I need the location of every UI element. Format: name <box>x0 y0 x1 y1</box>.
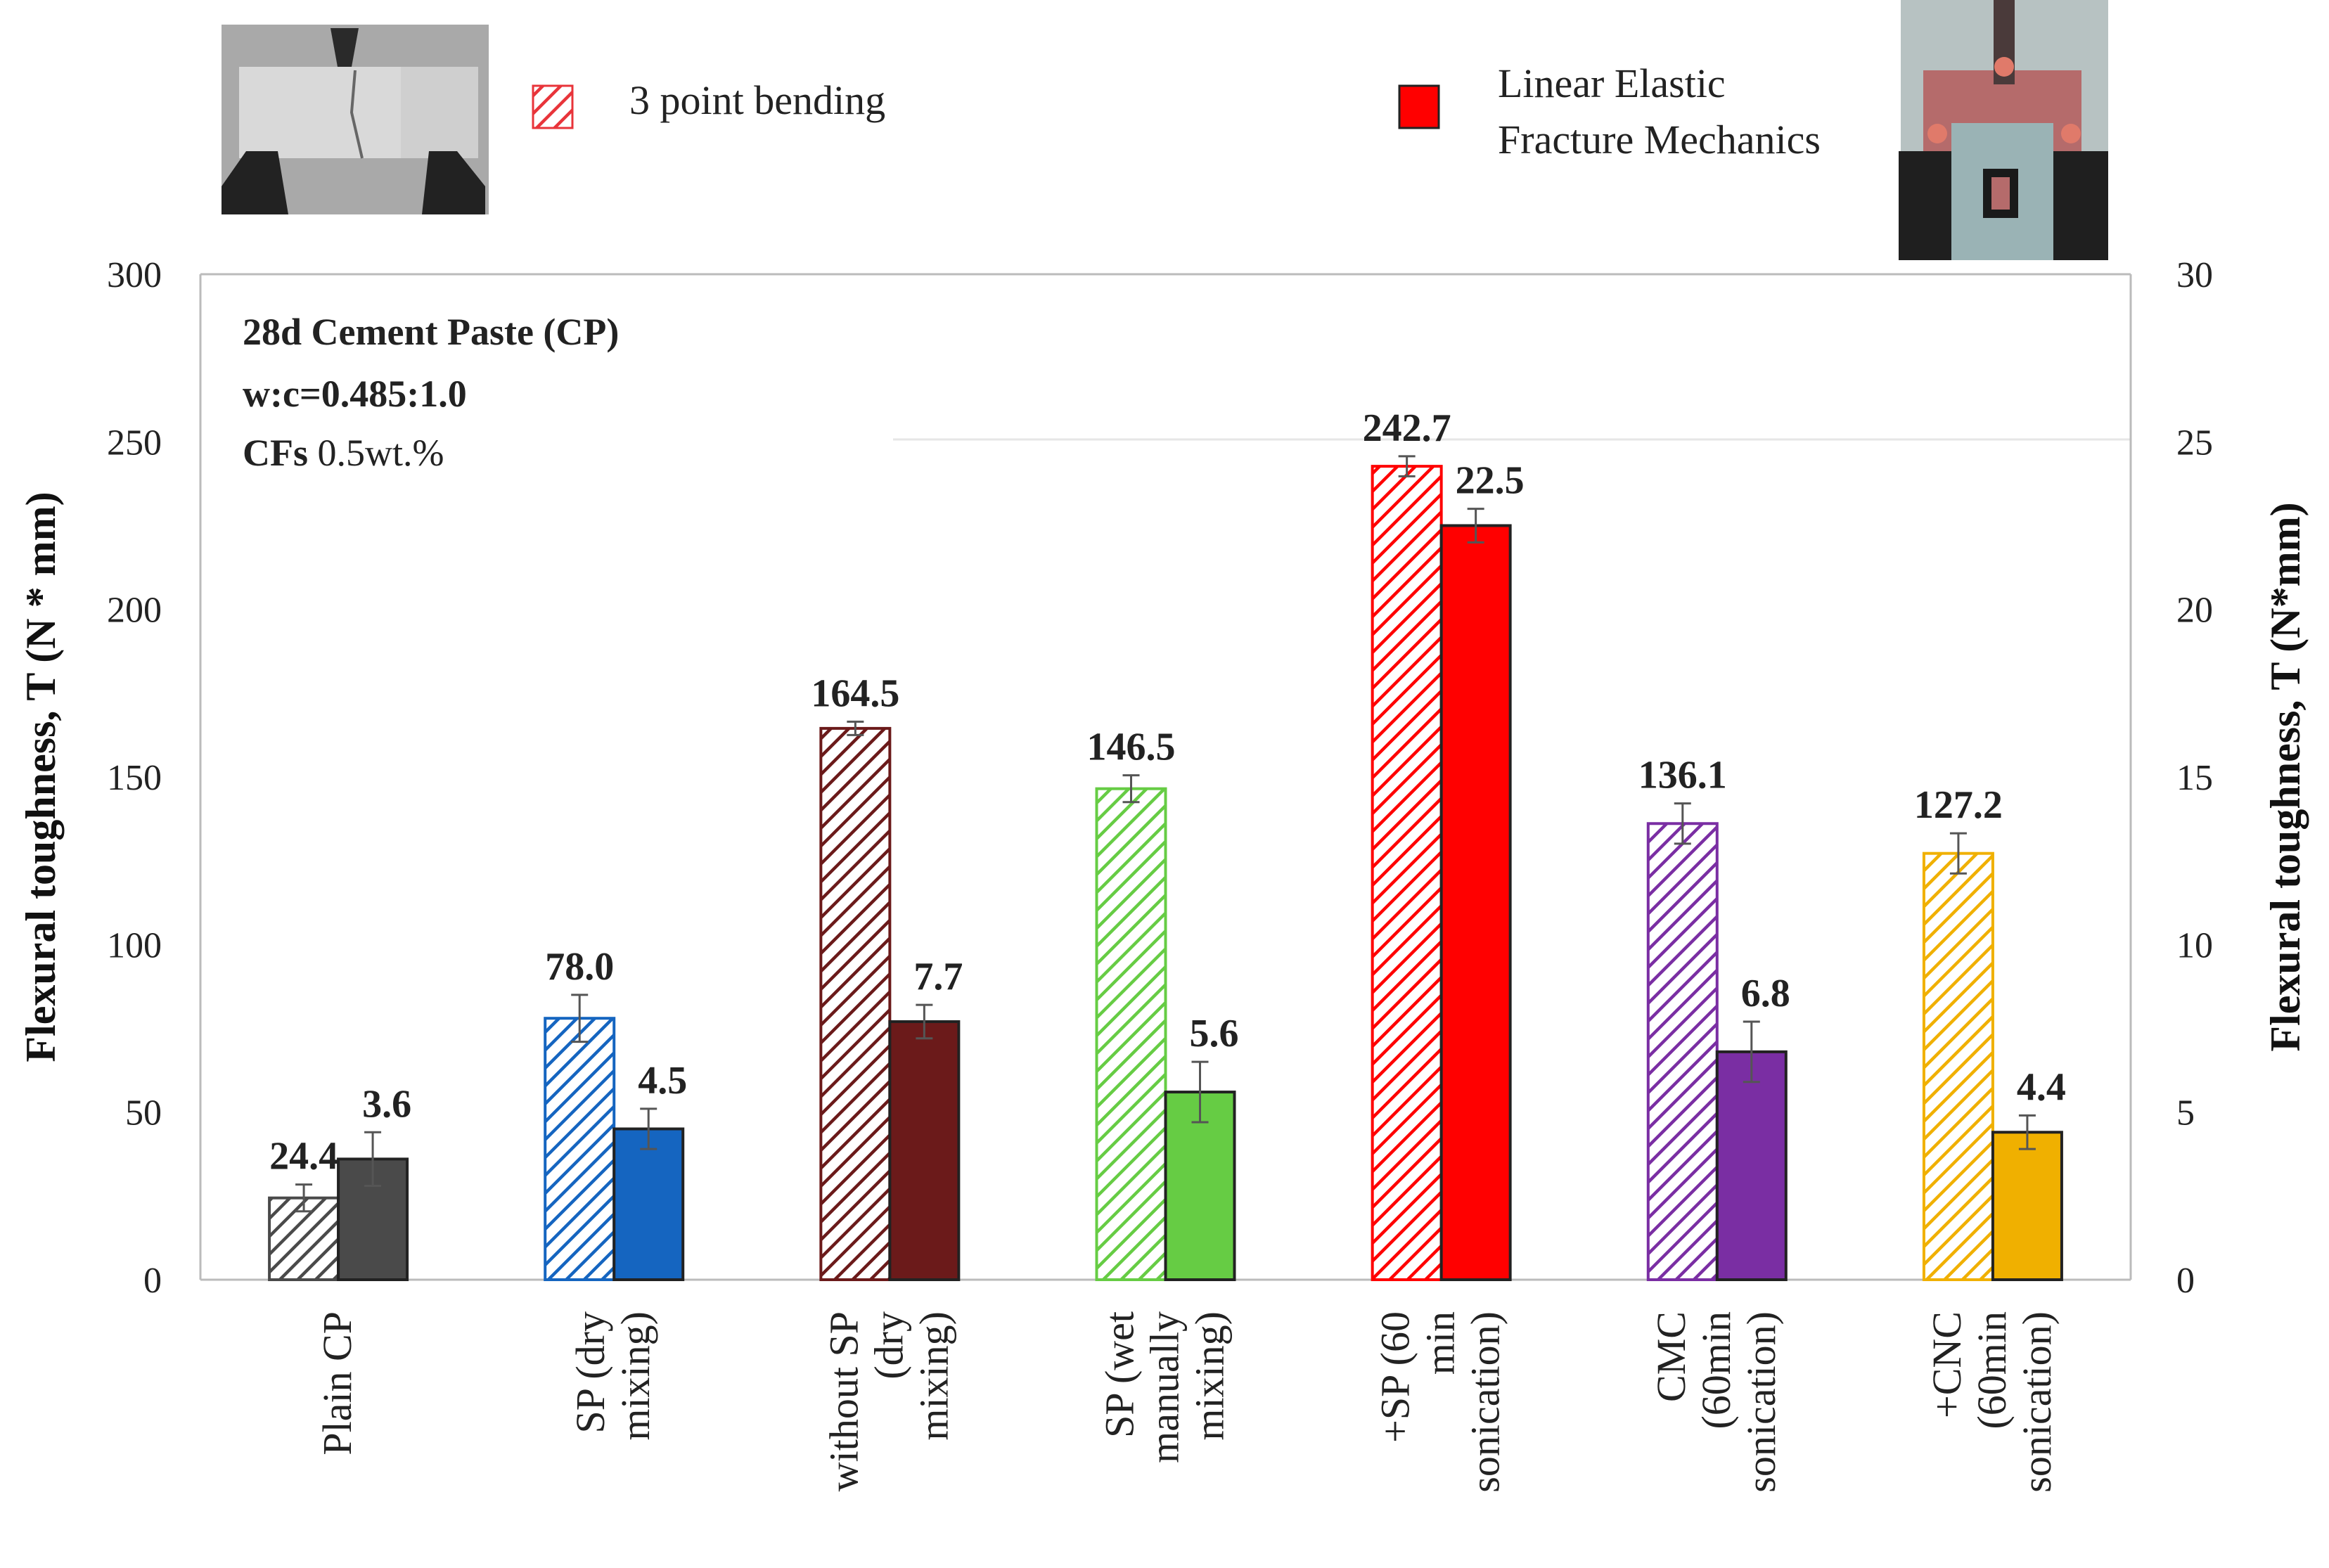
y-tick-right: 20 <box>2176 591 2213 631</box>
y-tick-left: 150 <box>107 758 162 798</box>
legend-label-lefm-line1: Linear Elastic <box>1498 60 1726 106</box>
y-axis-title-left: Flexural toughness, T (N * mm) <box>18 491 64 1062</box>
legend-swatch-lefm <box>1398 84 1440 129</box>
y-tick-left: 0 <box>143 1261 162 1301</box>
x-tick-label: mixing) <box>1187 1311 1233 1441</box>
data-label-lefm: 5.6 <box>1190 1012 1239 1055</box>
bar-3-point-bending <box>1371 465 1443 1281</box>
annotation-line3-rest: 0.5wt.% <box>308 432 444 474</box>
data-label-3-point-bending: 164.5 <box>811 671 899 715</box>
data-label-3-point-bending: 78.0 <box>545 945 614 989</box>
bar-3-point-bending <box>1646 822 1719 1282</box>
x-tick-label: sonication) <box>2014 1311 2060 1493</box>
x-tick-label: manually <box>1142 1311 1188 1463</box>
fracture-test-photo <box>1899 0 2108 260</box>
y-axis-ticks-right: 0 5 10 15 20 25 30 <box>2176 255 2213 1301</box>
bar-lefm <box>1439 524 1512 1281</box>
x-tick-label: +CNC <box>1924 1311 1970 1418</box>
x-axis-labels: Plain CP SP (dry mixing) without SP (dry mixi… <box>314 1311 2060 1493</box>
y-tick-right: 0 <box>2176 1261 2195 1301</box>
bars: 24.4 3.6 78.0 4.5 164.5 7.7 146.5 5.6 242.722.5 1… <box>268 406 2066 1282</box>
y-tick-left: 50 <box>125 1093 162 1133</box>
data-label-lefm: 3.6 <box>362 1082 411 1126</box>
bending-test-photo <box>222 25 489 214</box>
data-label-3-point-bending: 24.4 <box>269 1135 338 1178</box>
bar-3-point-bending <box>1095 787 1167 1281</box>
y-axis-title-right: Flexural toughness, T (N*mm) <box>2262 502 2309 1051</box>
x-tick-label: mixing) <box>612 1311 658 1441</box>
x-tick-label: (60min <box>1693 1311 1739 1429</box>
legend-swatch-3-point-bending <box>532 84 574 129</box>
y-tick-right: 10 <box>2176 925 2213 965</box>
x-tick-label: sonication) <box>1738 1311 1784 1493</box>
annotation-line3: CFs 0.5wt.% <box>243 432 444 474</box>
legend-label-3-point-bending: 3 point bending <box>629 77 885 123</box>
bar-lefm <box>612 1127 685 1281</box>
data-label-lefm: 4.4 <box>2017 1065 2066 1109</box>
bar-3-point-bending <box>1922 852 1994 1282</box>
data-label-lefm: 7.7 <box>913 955 963 998</box>
y-tick-left: 250 <box>107 423 162 463</box>
bar-lefm <box>888 1020 961 1281</box>
x-tick-label: without SP <box>821 1311 866 1491</box>
data-label-3-point-bending: 136.1 <box>1638 754 1727 797</box>
y-tick-right: 15 <box>2176 758 2213 798</box>
y-tick-left: 100 <box>107 925 162 965</box>
y-tick-right: 5 <box>2176 1093 2195 1133</box>
x-tick-label: (60min <box>1969 1311 2015 1429</box>
y-tick-left: 200 <box>107 591 162 631</box>
x-tick-label: Plain CP <box>314 1311 360 1455</box>
annotation-line1: 28d Cement Paste (CP) <box>243 311 619 353</box>
x-tick-label: SP (wet <box>1097 1311 1143 1438</box>
annotation-line3-bold: CFs <box>243 432 308 474</box>
y-tick-right: 30 <box>2176 255 2213 295</box>
bar-lefm <box>1991 1131 2063 1282</box>
y-tick-left: 300 <box>107 255 162 295</box>
y-tick-right: 25 <box>2176 423 2213 463</box>
x-tick-label: (dry <box>866 1311 911 1380</box>
x-tick-label: sonication) <box>1463 1311 1508 1493</box>
data-label-lefm: 22.5 <box>1456 459 1525 503</box>
bar-lefm <box>1715 1050 1788 1282</box>
bar-3-point-bending <box>819 726 892 1281</box>
data-label-lefm: 4.5 <box>638 1059 687 1103</box>
y-axis-ticks-left: 0 50 100 150 200 250 300 <box>107 255 162 1301</box>
bar-lefm <box>1164 1091 1236 1281</box>
annotation-line2: w:c=0.485:1.0 <box>243 373 467 415</box>
data-label-3-point-bending: 242.7 <box>1363 406 1451 450</box>
data-label-lefm: 6.8 <box>1741 972 1790 1015</box>
x-tick-label: CMC <box>1648 1311 1694 1402</box>
legend-label-lefm-line2: Fracture Mechanics <box>1498 117 1821 162</box>
bar-3-point-bending <box>544 1017 616 1281</box>
x-tick-label: mixing) <box>911 1311 956 1441</box>
data-label-3-point-bending: 146.5 <box>1087 726 1176 769</box>
x-tick-label: min <box>1418 1311 1463 1375</box>
data-label-3-point-bending: 127.2 <box>1914 783 2003 827</box>
x-tick-label: +SP (60 <box>1373 1311 1418 1443</box>
x-tick-label: SP (dry <box>567 1311 613 1434</box>
